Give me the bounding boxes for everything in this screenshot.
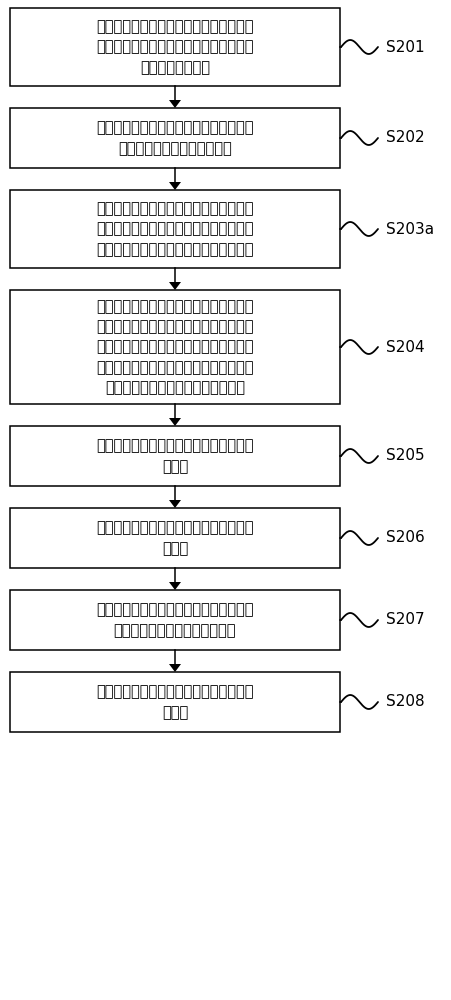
Bar (10, 426, 339, 486)
Bar (10, 672, 339, 732)
Text: S201: S201 (385, 39, 423, 54)
Text: S202: S202 (385, 130, 423, 145)
Bar (10, 190, 339, 268)
Text: S208: S208 (385, 694, 423, 710)
Text: 第一设备向第二设备发送归属位置更新完
成消息: 第一设备向第二设备发送归属位置更新完 成消息 (96, 684, 253, 720)
Text: S205: S205 (385, 448, 423, 464)
Text: 分布式系统中的第一设备接收终端发送的
用于访问第一业务的请求，该请求携带第
一业务的账户信息: 分布式系统中的第一设备接收终端发送的 用于访问第一业务的请求，该请求携带第 一业… (96, 19, 253, 75)
Bar (10, 108, 339, 168)
Text: 第一设备根据账户信息，确定账户信息归
属于分布式系统中的第二设备: 第一设备根据账户信息，确定账户信息归 属于分布式系统中的第二设备 (96, 120, 253, 156)
Text: S203a: S203a (385, 222, 433, 236)
Text: S206: S206 (385, 530, 424, 546)
Text: S207: S207 (385, 612, 423, 628)
Bar (10, 8, 339, 86)
Polygon shape (169, 500, 180, 508)
Polygon shape (169, 418, 180, 426)
Text: 第一设备将位置服务器中第一业务的账户
信息的归属位置更新为第一设备: 第一设备将位置服务器中第一业务的账户 信息的归属位置更新为第一设备 (96, 602, 253, 638)
Polygon shape (169, 100, 180, 108)
Bar (10, 590, 339, 650)
Bar (10, 290, 339, 404)
Polygon shape (169, 664, 180, 672)
Polygon shape (169, 182, 180, 190)
Polygon shape (169, 282, 180, 290)
Polygon shape (169, 582, 180, 590)
Text: 第一设备为所述第二设备和所述终端之间
的通信，建立会话通道，以使第二设备接
收终端通过会话通道发送的位置变更指示: 第一设备为所述第二设备和所述终端之间 的通信，建立会话通道，以使第二设备接 收终… (96, 201, 253, 257)
Text: S204: S204 (385, 340, 423, 355)
Text: 第一设备接收第二设备发送的与所述第一
业务的账户信息关联的第一业务的信息，
并将第一业务的账户信息存储在所述第一
设备的账户注册库中，其中第一业务的信
息包括处: 第一设备接收第二设备发送的与所述第一 业务的账户信息关联的第一业务的信息， 并将… (96, 299, 253, 395)
Text: 第一设备根据配置参数，建立第一业务处
理环境: 第一设备根据配置参数，建立第一业务处 理环境 (96, 438, 253, 474)
Bar (10, 508, 339, 568)
Text: 第一设备通过第一业务处理环境，处理第
一业务: 第一设备通过第一业务处理环境，处理第 一业务 (96, 520, 253, 556)
